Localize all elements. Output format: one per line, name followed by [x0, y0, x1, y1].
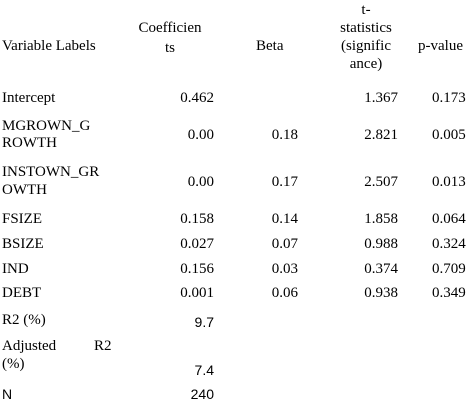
row-coefficient: 0.001	[180, 285, 214, 301]
row-t-statistic: 0.938	[364, 285, 398, 301]
row-beta: 0.06	[271, 285, 298, 301]
row-label-continued: OWTH	[2, 182, 47, 198]
adjusted-r2-label-word2: R2	[94, 338, 112, 354]
n-value: 240	[190, 386, 214, 402]
row-coefficient: 0.462	[180, 90, 214, 106]
row-p-value: 0.324	[432, 236, 466, 252]
adjusted-r2-label-line2: (%)	[2, 356, 25, 372]
row-label-continued: ROWTH	[2, 135, 57, 151]
row-label: FSIZE	[2, 211, 43, 227]
row-p-value: 0.709	[432, 261, 466, 277]
row-coefficient: 0.027	[180, 236, 214, 252]
row-label: Intercept	[2, 90, 56, 106]
row-p-value: 0.005	[432, 127, 466, 143]
header-beta: Beta	[256, 38, 284, 54]
n-label: N	[2, 386, 13, 402]
row-t-statistic: 0.988	[364, 236, 398, 252]
adjusted-r2-label-word1: Adjusted	[2, 338, 57, 354]
row-beta: 0.03	[271, 261, 298, 277]
header-tstat-line1: t-	[361, 2, 371, 18]
row-beta: 0.18	[271, 127, 298, 143]
row-t-statistic: 2.821	[364, 127, 398, 143]
header-p-value: p-value	[418, 38, 463, 54]
row-t-statistic: 1.367	[364, 90, 398, 106]
header-variable-labels: Variable Labels	[2, 38, 96, 54]
header-tstat-line4: ance)	[349, 56, 383, 72]
row-label: BSIZE	[2, 236, 44, 252]
row-label: DEBT	[2, 285, 42, 301]
row-t-statistic: 2.507	[364, 174, 398, 190]
row-p-value: 0.013	[432, 174, 466, 190]
row-coefficient: 0.156	[180, 261, 214, 277]
row-coefficient: 0.00	[187, 127, 214, 143]
row-t-statistic: 0.374	[364, 261, 398, 277]
r2-value: 9.7	[194, 314, 214, 330]
row-label: MGROWN_G	[2, 118, 91, 134]
header-coefficients-line2: ts	[164, 40, 175, 56]
header-tstat-line3: (signific	[341, 38, 391, 54]
row-beta: 0.17	[271, 174, 298, 190]
row-beta: 0.14	[271, 211, 298, 227]
r2-label: R2 (%)	[2, 312, 46, 328]
row-beta: 0.07	[271, 236, 298, 252]
row-t-statistic: 1.858	[364, 211, 398, 227]
adjusted-r2-value: 7.4	[194, 362, 214, 378]
header-coefficients-line1: Coefficien	[138, 20, 202, 36]
row-coefficient: 0.158	[180, 211, 214, 227]
row-label: INSTOWN_GR	[2, 164, 100, 180]
row-p-value: 0.064	[432, 211, 466, 227]
row-label: IND	[2, 261, 29, 277]
row-coefficient: 0.00	[187, 174, 214, 190]
header-tstat-line2: statistics	[340, 20, 392, 36]
row-p-value: 0.173	[432, 90, 466, 106]
row-p-value: 0.349	[432, 285, 466, 301]
